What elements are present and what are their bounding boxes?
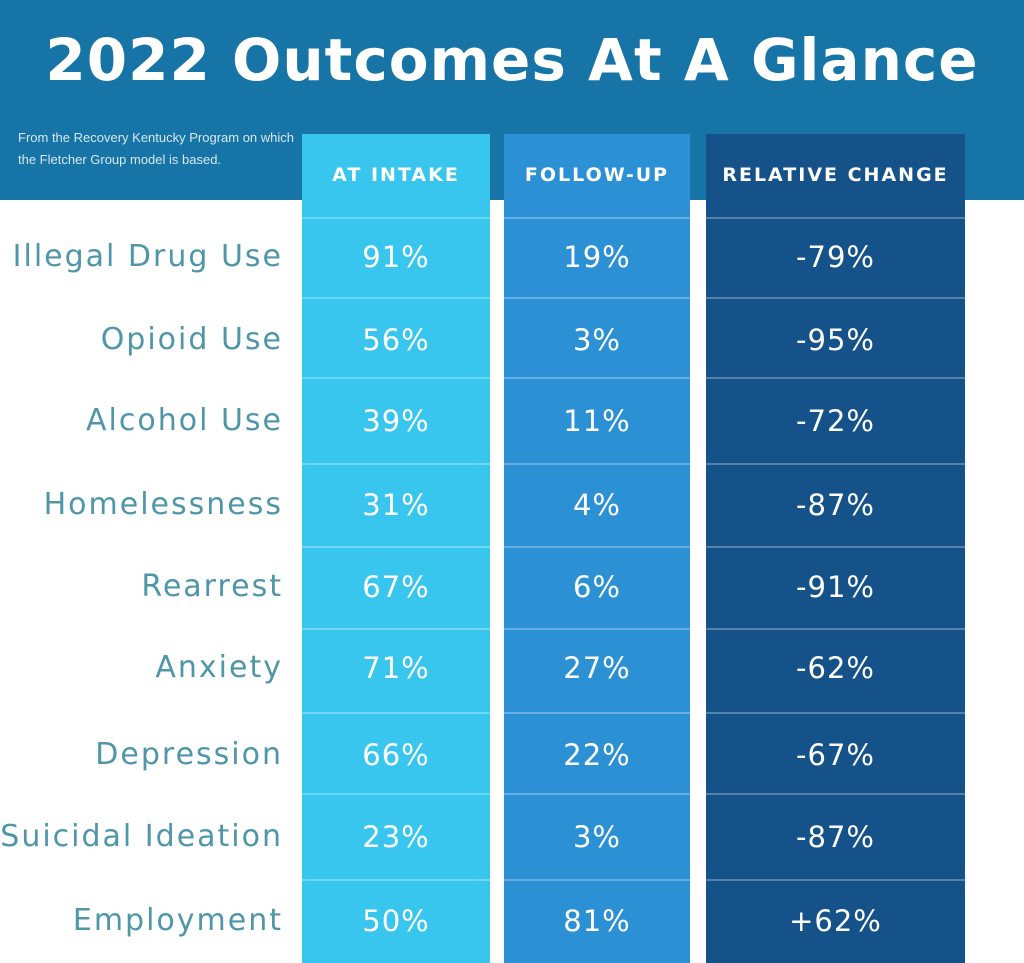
row-label: Alcohol Use — [86, 403, 283, 438]
row-divider — [302, 879, 490, 881]
cell-follow-up: 3% — [572, 323, 621, 357]
cell-follow-up: 81% — [563, 904, 631, 938]
row-divider — [302, 628, 490, 630]
cell-follow-up: 11% — [563, 404, 631, 438]
row-label: Rearrest — [141, 569, 283, 604]
cell-relative-change: -72% — [796, 404, 875, 438]
cell-relative-change: +62% — [789, 904, 882, 938]
cell-follow-up: 6% — [572, 570, 621, 604]
cell-follow-up: 27% — [563, 651, 631, 685]
page-title: 2022 Outcomes At A Glance — [45, 26, 979, 94]
row-divider — [504, 879, 690, 881]
cell-at-intake: 39% — [362, 404, 430, 438]
cell-follow-up: 3% — [572, 820, 621, 854]
column-header-follow-up: FOLLOW-UP — [524, 164, 670, 186]
cell-relative-change: -91% — [796, 570, 875, 604]
subtitle: From the Recovery Kentucky Program on wh… — [18, 130, 294, 167]
row-divider — [706, 628, 965, 630]
cell-relative-change: -87% — [796, 488, 875, 522]
cell-follow-up: 22% — [563, 738, 631, 772]
row-label: Opioid Use — [100, 322, 283, 357]
cell-at-intake: 50% — [362, 904, 430, 938]
row-divider — [302, 546, 490, 548]
row-label: Anxiety — [155, 650, 283, 685]
column-relative-change — [706, 134, 965, 963]
cell-relative-change: -87% — [796, 820, 875, 854]
row-divider — [504, 628, 690, 630]
row-label: Depression — [95, 737, 283, 772]
row-divider — [302, 377, 490, 379]
cell-at-intake: 23% — [362, 820, 430, 854]
row-label: Employment — [72, 903, 283, 938]
cell-relative-change: -62% — [796, 651, 875, 685]
row-divider — [302, 793, 490, 795]
column-header-relative-change: RELATIVE CHANGE — [722, 164, 949, 186]
column-at-intake — [302, 134, 490, 963]
cell-at-intake: 31% — [362, 488, 430, 522]
row-divider — [504, 217, 690, 219]
row-divider — [706, 297, 965, 299]
row-divider — [706, 793, 965, 795]
cell-follow-up: 4% — [572, 488, 621, 522]
row-label: Homelessness — [43, 487, 283, 522]
row-divider — [706, 879, 965, 881]
cell-follow-up: 19% — [563, 240, 631, 274]
row-label: Suicidal Ideation — [0, 819, 283, 854]
row-label: Illegal Drug Use — [12, 239, 283, 274]
row-divider — [504, 297, 690, 299]
cell-relative-change: -67% — [796, 738, 875, 772]
cell-at-intake: 66% — [362, 738, 430, 772]
column-header-at-intake: AT INTAKE — [332, 164, 460, 186]
cell-at-intake: 71% — [362, 651, 430, 685]
row-divider — [706, 217, 965, 219]
row-divider — [302, 217, 490, 219]
row-divider — [504, 463, 690, 465]
row-divider — [302, 712, 490, 714]
row-divider — [504, 377, 690, 379]
row-divider — [504, 546, 690, 548]
column-follow-up — [504, 134, 690, 963]
row-divider — [706, 463, 965, 465]
cell-at-intake: 91% — [362, 240, 430, 274]
row-divider — [504, 793, 690, 795]
cell-relative-change: -95% — [796, 323, 875, 357]
row-divider — [706, 712, 965, 714]
row-divider — [302, 463, 490, 465]
row-divider — [706, 546, 965, 548]
cell-relative-change: -79% — [796, 240, 875, 274]
row-divider — [302, 297, 490, 299]
row-divider — [504, 712, 690, 714]
row-divider — [706, 377, 965, 379]
cell-at-intake: 56% — [362, 323, 430, 357]
cell-at-intake: 67% — [362, 570, 430, 604]
